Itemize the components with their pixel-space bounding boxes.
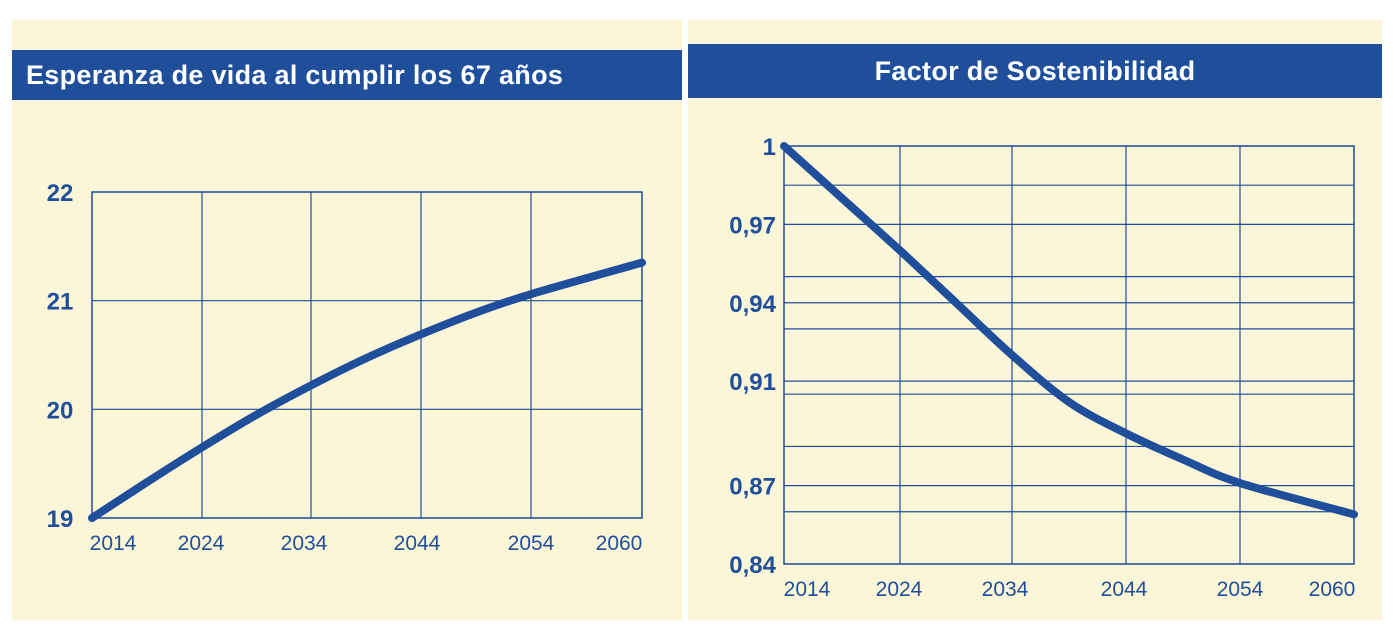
x-tick-label: 2060 [1309,578,1356,601]
grid [783,145,1355,565]
series-line [780,142,1358,519]
x-tick-label: 2060 [596,532,643,555]
chart-title: Esperanza de vida al cumplir los 67 años [12,50,682,100]
life-expectancy-panel: Esperanza de vida al cumplir los 67 años… [12,20,682,620]
x-tick-label: 2024 [178,532,225,555]
y-tick-label: 1 [763,134,776,161]
chart-title: Factor de Sostenibilidad [688,44,1382,98]
x-tick-label: 2034 [982,578,1029,601]
y-tick-label: 20 [47,397,74,424]
x-tick-label: 2044 [1101,578,1148,601]
sustainability-factor-panel: Factor de Sostenibilidad 0,84 0,87 0,91 0,9… [688,20,1382,620]
x-tick-label: 2034 [281,532,328,555]
x-tick-label: 2014 [784,578,831,601]
sustainability-factor-chart: 0,84 0,87 0,91 0,94 0,97 1 2014 2024 2034 2044 205… [729,134,1358,601]
y-tick-label: 22 [47,180,74,207]
x-tick-label: 2024 [876,578,923,601]
series-line [88,258,646,522]
plot-frame [91,191,643,519]
x-tick-label: 2054 [1217,578,1264,601]
y-tick-label: 0,97 [729,212,776,239]
grid [91,191,643,519]
x-tick-label: 2044 [394,532,441,555]
plot-frame [783,145,1355,565]
y-tick-label: 0,84 [729,552,776,579]
life-expectancy-chart: 19 20 21 22 2014 2024 2034 2044 2054 2060 [47,180,646,555]
y-tick-label: 21 [47,289,74,316]
y-tick-label: 0,87 [729,474,776,501]
x-tick-label: 2014 [90,532,137,555]
x-tick-label: 2054 [508,532,555,555]
y-tick-label: 0,94 [729,291,776,318]
y-tick-label: 19 [47,506,74,533]
y-tick-label: 0,91 [729,369,776,396]
